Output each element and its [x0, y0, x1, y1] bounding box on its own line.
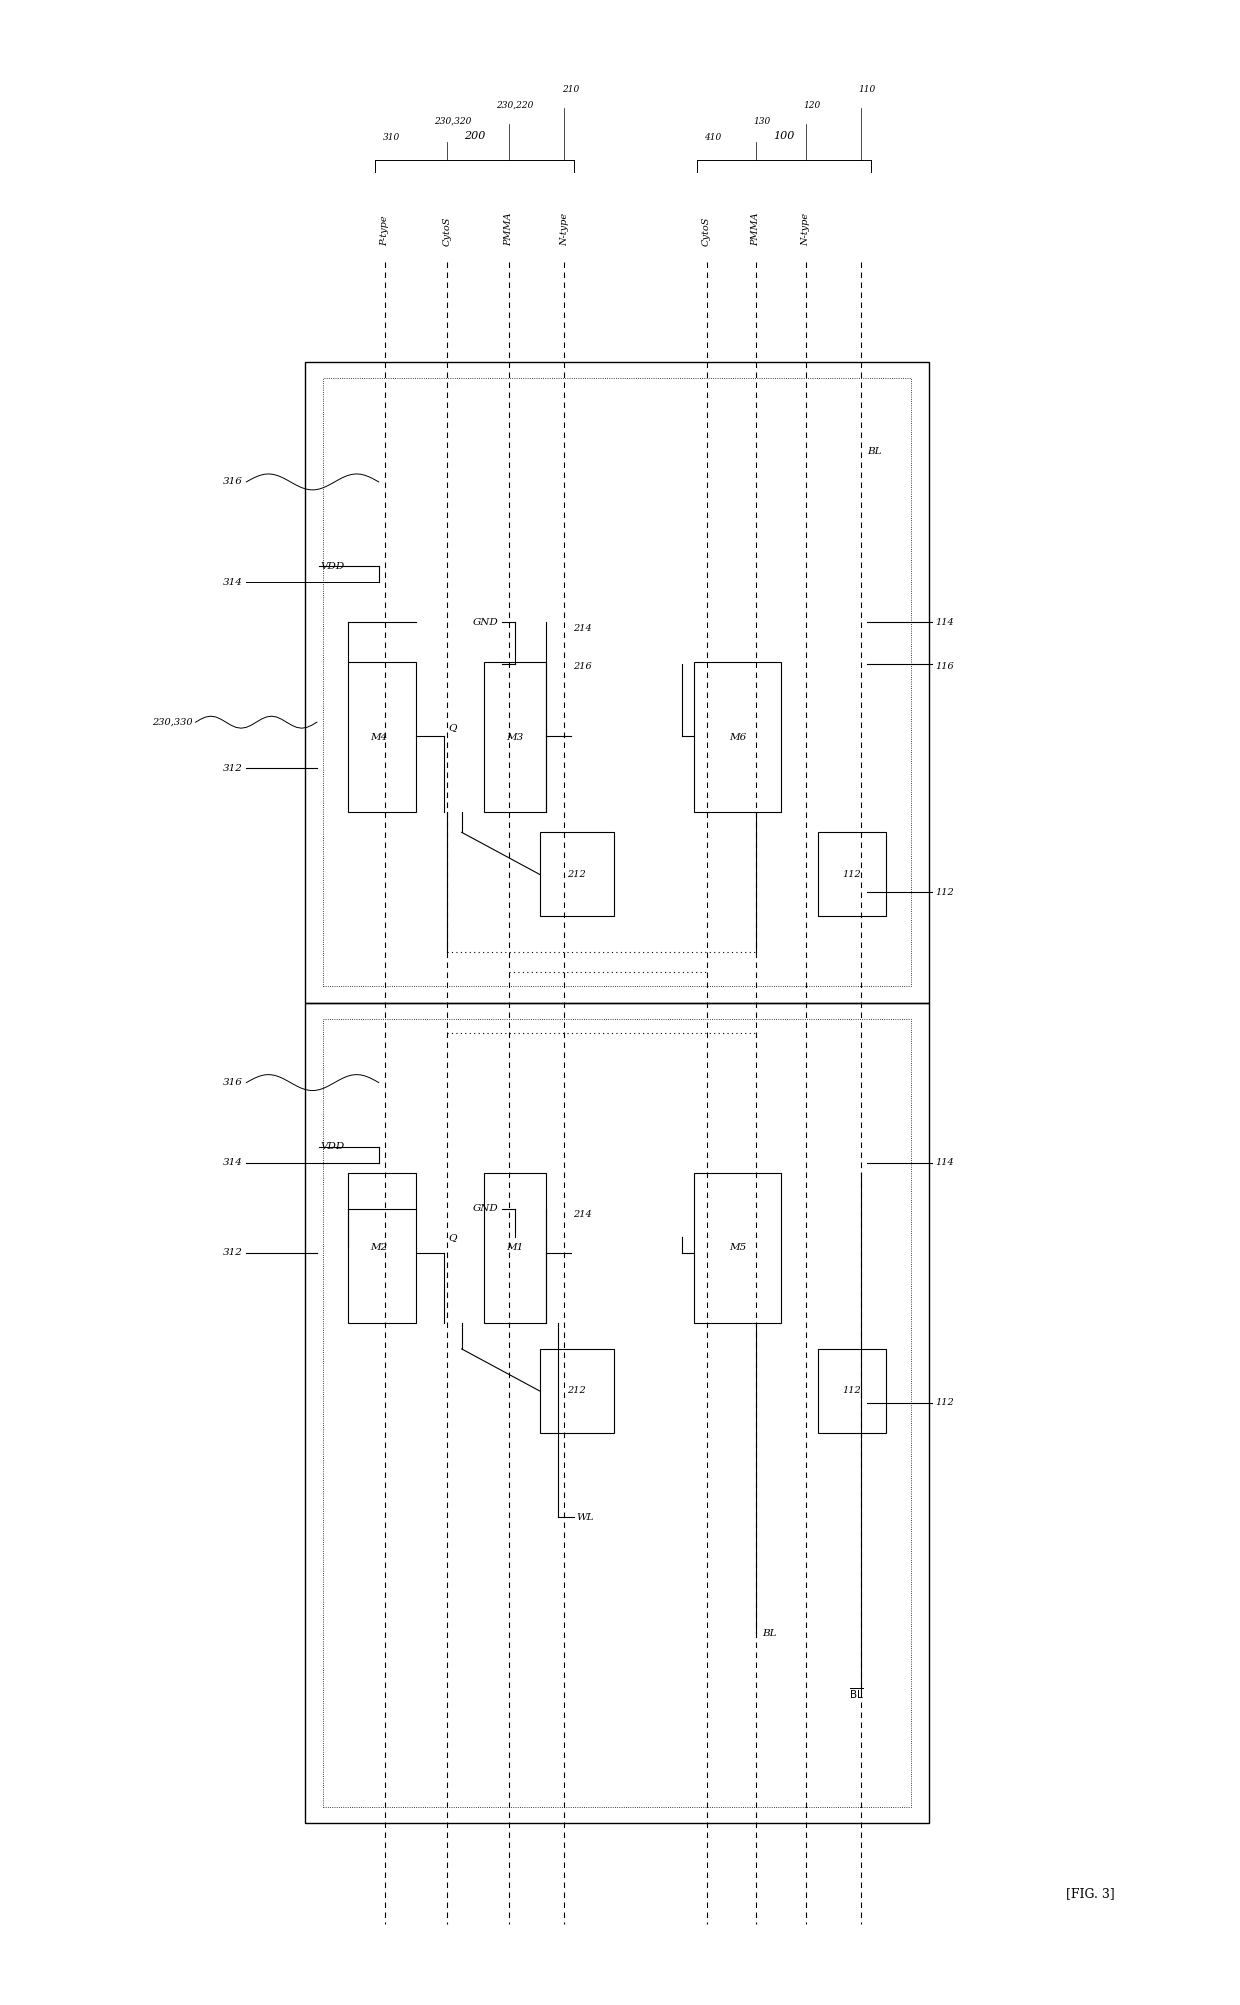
Text: 114: 114 — [935, 618, 955, 628]
Text: 410: 410 — [704, 132, 722, 142]
Text: 210: 210 — [562, 84, 579, 94]
Text: PMMA: PMMA — [751, 213, 760, 247]
Text: 230,330: 230,330 — [153, 718, 193, 726]
Text: 314: 314 — [223, 1159, 243, 1167]
Text: M6: M6 — [729, 732, 746, 742]
Text: 214: 214 — [573, 624, 591, 634]
Text: 216: 216 — [573, 662, 591, 670]
Text: VDD: VDD — [321, 561, 345, 571]
Text: GND: GND — [472, 1205, 498, 1213]
Text: M1: M1 — [506, 1243, 523, 1253]
Text: 316: 316 — [223, 477, 243, 487]
Text: BL: BL — [763, 1628, 776, 1638]
Text: CytoS: CytoS — [443, 217, 451, 247]
Text: 316: 316 — [223, 1079, 243, 1087]
Text: 312: 312 — [223, 1249, 243, 1257]
Text: GND: GND — [472, 618, 498, 628]
Text: 214: 214 — [573, 1211, 591, 1219]
Text: 314: 314 — [223, 577, 243, 587]
Text: Q: Q — [449, 722, 458, 732]
Text: [FIG. 3]: [FIG. 3] — [1065, 1887, 1115, 1901]
Text: 212: 212 — [568, 1385, 587, 1395]
Text: M5: M5 — [729, 1243, 746, 1253]
Text: BL: BL — [868, 447, 882, 457]
Text: CytoS: CytoS — [702, 217, 711, 247]
Text: 312: 312 — [223, 764, 243, 772]
Text: 230,320: 230,320 — [434, 116, 471, 126]
Text: 110: 110 — [859, 84, 877, 94]
Text: 310: 310 — [382, 132, 399, 142]
Text: 114: 114 — [935, 1159, 955, 1167]
Text: Q: Q — [449, 1233, 458, 1243]
Text: 212: 212 — [568, 870, 587, 878]
Text: 120: 120 — [804, 100, 821, 110]
Text: 112: 112 — [843, 870, 862, 878]
Text: M2: M2 — [370, 1243, 387, 1253]
Text: $\overline{\mathrm{BL}}$: $\overline{\mathrm{BL}}$ — [849, 1686, 864, 1700]
Text: M3: M3 — [506, 732, 523, 742]
Text: 200: 200 — [464, 130, 485, 140]
Text: 130: 130 — [754, 116, 771, 126]
Text: 116: 116 — [935, 662, 955, 670]
Text: VDD: VDD — [321, 1143, 345, 1151]
Text: 112: 112 — [843, 1385, 862, 1395]
Text: 230,220: 230,220 — [496, 100, 533, 110]
Text: PMMA: PMMA — [505, 213, 513, 247]
Text: N-type: N-type — [559, 213, 569, 247]
Text: 112: 112 — [935, 1397, 955, 1408]
Text: M4: M4 — [370, 732, 387, 742]
Text: N-type: N-type — [801, 213, 810, 247]
Text: 112: 112 — [935, 888, 955, 896]
Text: 100: 100 — [774, 130, 795, 140]
Text: WL: WL — [577, 1512, 594, 1522]
Text: P-type: P-type — [381, 215, 389, 247]
